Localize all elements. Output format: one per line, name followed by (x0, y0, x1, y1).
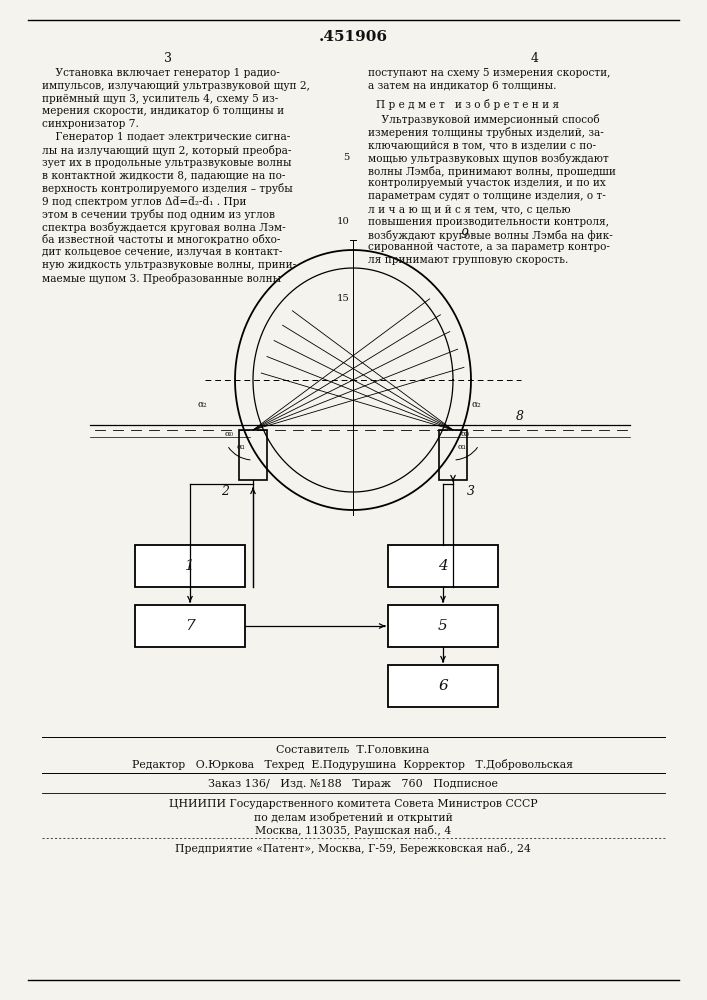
Text: 9 под спектром углов Δd̅=d̅₂-d̅₁ . При: 9 под спектром углов Δd̅=d̅₂-d̅₁ . При (42, 196, 246, 207)
Text: ЦНИИПИ Государственного комитета Совета Министров СССР: ЦНИИПИ Государственного комитета Совета … (169, 799, 537, 809)
Text: 3: 3 (467, 485, 475, 498)
Text: этом в сечении трубы под одним из углов: этом в сечении трубы под одним из углов (42, 209, 275, 220)
Text: спектра возбуждается круговая волна Лэм-: спектра возбуждается круговая волна Лэм- (42, 222, 286, 233)
Text: верхность контролируемого изделия – трубы: верхность контролируемого изделия – труб… (42, 183, 293, 194)
Text: 6: 6 (438, 679, 448, 693)
Text: Ультразвуковой иммерсионный способ: Ультразвуковой иммерсионный способ (368, 114, 600, 125)
Text: 5: 5 (438, 619, 448, 633)
Text: 9: 9 (461, 228, 469, 241)
Text: 7: 7 (185, 619, 195, 633)
Text: Генератор 1 подает электрические сигна-: Генератор 1 подает электрические сигна- (42, 132, 291, 142)
Text: мерения скорости, индикатор 6 толщины и: мерения скорости, индикатор 6 толщины и (42, 106, 284, 116)
Text: синхронизатор 7.: синхронизатор 7. (42, 119, 139, 129)
Text: Заказ 136/   Изд. №188   Тираж   760   Подписное: Заказ 136/ Изд. №188 Тираж 760 Подписное (208, 779, 498, 789)
Text: 4: 4 (438, 559, 448, 573)
Text: а затем на индикатор 6 толщины.: а затем на индикатор 6 толщины. (368, 81, 556, 91)
Text: 15: 15 (337, 294, 350, 303)
Text: 2: 2 (221, 485, 229, 498)
Text: α₀: α₀ (225, 430, 234, 438)
Text: импульсов, излучающий ультразвуковой щуп 2,: импульсов, излучающий ультразвуковой щуп… (42, 81, 310, 91)
Text: ля принимают групповую скорость.: ля принимают групповую скорость. (368, 255, 568, 265)
Bar (388, 605, 498, 647)
Text: Установка включает генератор 1 радио-: Установка включает генератор 1 радио- (42, 68, 280, 78)
Text: ную жидкость ультразвуковые волны, прини-: ную жидкость ультразвуковые волны, прини… (42, 260, 296, 270)
Text: поступают на схему 5 измерения скорости,: поступают на схему 5 измерения скорости, (368, 68, 610, 78)
Text: Составитель  Т.Головкина: Составитель Т.Головкина (276, 745, 430, 755)
Text: волны Лэмба, принимают волны, прошедши: волны Лэмба, принимают волны, прошедши (368, 166, 616, 177)
Text: зует их в продольные ультразвуковые волны: зует их в продольные ультразвуковые волн… (42, 158, 291, 168)
Text: 5: 5 (344, 153, 350, 162)
Text: контролируемый участок изделия, и по их: контролируемый участок изделия, и по их (368, 178, 606, 188)
Text: .451906: .451906 (318, 30, 387, 44)
Text: ба известной частоты и многократно обхо-: ба известной частоты и многократно обхо- (42, 234, 281, 245)
Text: α₁: α₁ (458, 443, 467, 451)
Text: Редактор   О.Юркова   Техред  Е.Подурушина  Корректор   Т.Добровольская: Редактор О.Юркова Техред Е.Подурушина Ко… (132, 759, 573, 770)
Text: α₂: α₂ (198, 400, 208, 409)
Text: 10: 10 (337, 217, 350, 226)
Text: α₁: α₁ (237, 443, 246, 451)
Text: 3: 3 (164, 52, 172, 65)
Bar (239, 430, 267, 480)
Text: ключающийся в том, что в изделии с по-: ключающийся в том, что в изделии с по- (368, 140, 596, 150)
Text: α₀: α₀ (461, 430, 470, 438)
Text: повышения производительности контроля,: повышения производительности контроля, (368, 217, 609, 227)
Bar (388, 665, 498, 707)
Text: возбуждают круговые волны Лэмба на фик-: возбуждают круговые волны Лэмба на фик- (368, 230, 613, 241)
Text: П р е д м е т   и з о б р е т е н и я: П р е д м е т и з о б р е т е н и я (376, 99, 559, 110)
Text: в контактной жидкости 8, падающие на по-: в контактной жидкости 8, падающие на по- (42, 170, 286, 180)
Text: Предприятие «Патент», Москва, Г-59, Бережковская наб., 24: Предприятие «Патент», Москва, Г-59, Бере… (175, 843, 531, 854)
Text: α₂: α₂ (471, 400, 481, 409)
Text: сированной частоте, а за параметр контро-: сированной частоте, а за параметр контро… (368, 242, 610, 252)
Bar (439, 430, 467, 480)
Text: Москва, 113035, Раушская наб., 4: Москва, 113035, Раушская наб., 4 (255, 825, 451, 836)
Bar (135, 545, 245, 587)
Text: параметрам судят о толщине изделия, о т-: параметрам судят о толщине изделия, о т- (368, 191, 606, 201)
Bar (135, 605, 245, 647)
Text: 8: 8 (516, 410, 524, 423)
Text: дит кольцевое сечение, излучая в контакт-: дит кольцевое сечение, излучая в контакт… (42, 247, 282, 257)
Text: л и ч а ю щ и й с я тем, что, с целью: л и ч а ю щ и й с я тем, что, с целью (368, 204, 571, 214)
Bar (388, 545, 498, 587)
Text: приёмный щуп 3, усилитель 4, схему 5 из-: приёмный щуп 3, усилитель 4, схему 5 из- (42, 94, 279, 104)
Text: измерения толщины трубных изделий, за-: измерения толщины трубных изделий, за- (368, 127, 604, 138)
Text: по делам изобретений и открытий: по делам изобретений и открытий (254, 812, 452, 823)
Text: 4: 4 (531, 52, 539, 65)
Text: маемые щупом 3. Преобразованные волны: маемые щупом 3. Преобразованные волны (42, 273, 281, 284)
Text: 1: 1 (185, 559, 195, 573)
Text: лы на излучающий щуп 2, который преобра-: лы на излучающий щуп 2, который преобра- (42, 145, 291, 156)
Text: мощью ультразвуковых щупов возбуждают: мощью ультразвуковых щупов возбуждают (368, 153, 609, 164)
